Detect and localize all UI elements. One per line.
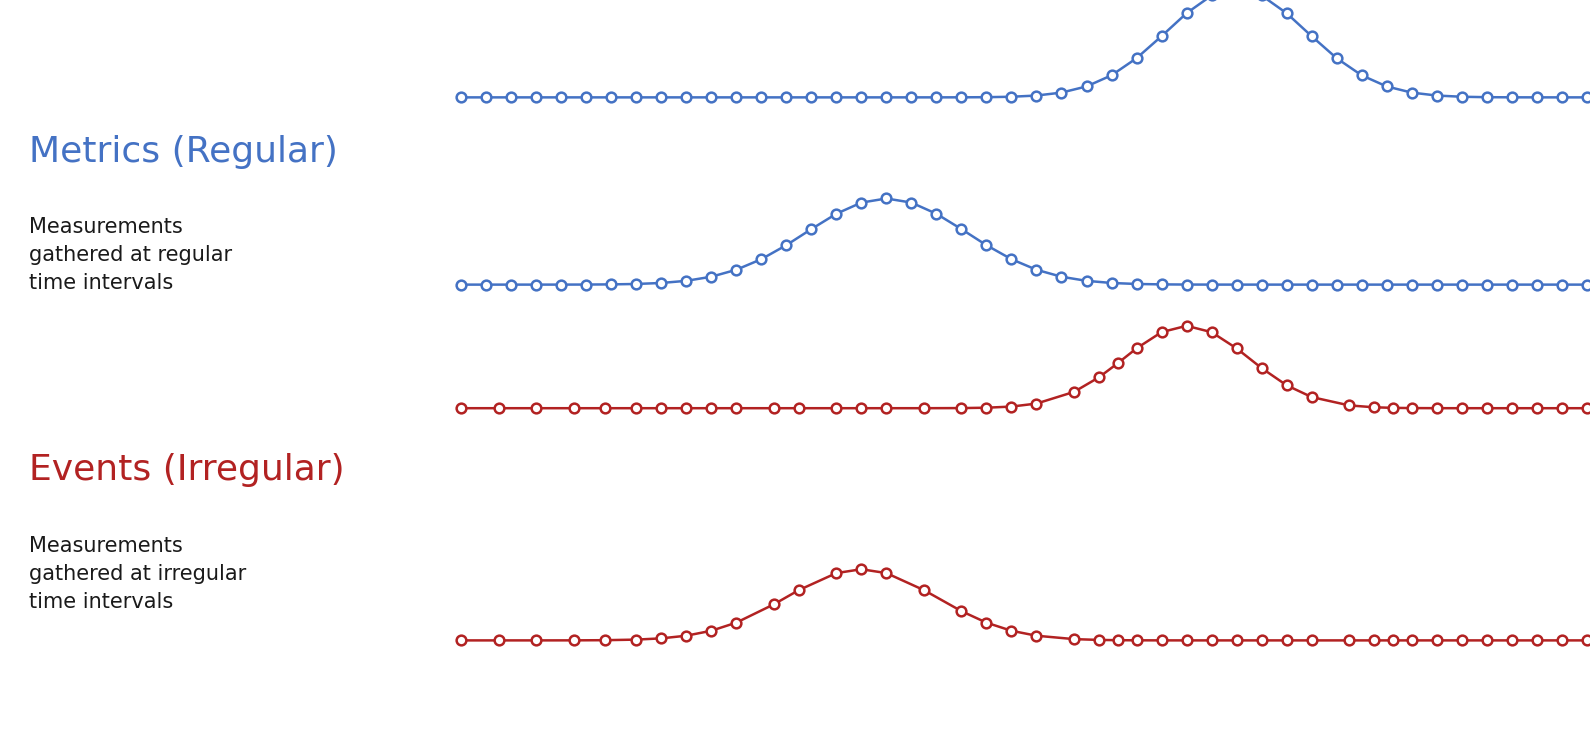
Text: Measurements
gathered at regular
time intervals: Measurements gathered at regular time in… [29,217,232,293]
Text: Metrics (Regular): Metrics (Regular) [29,135,337,169]
Text: Measurements
gathered at irregular
time intervals: Measurements gathered at irregular time … [29,536,246,611]
Text: Events (Irregular): Events (Irregular) [29,453,345,487]
